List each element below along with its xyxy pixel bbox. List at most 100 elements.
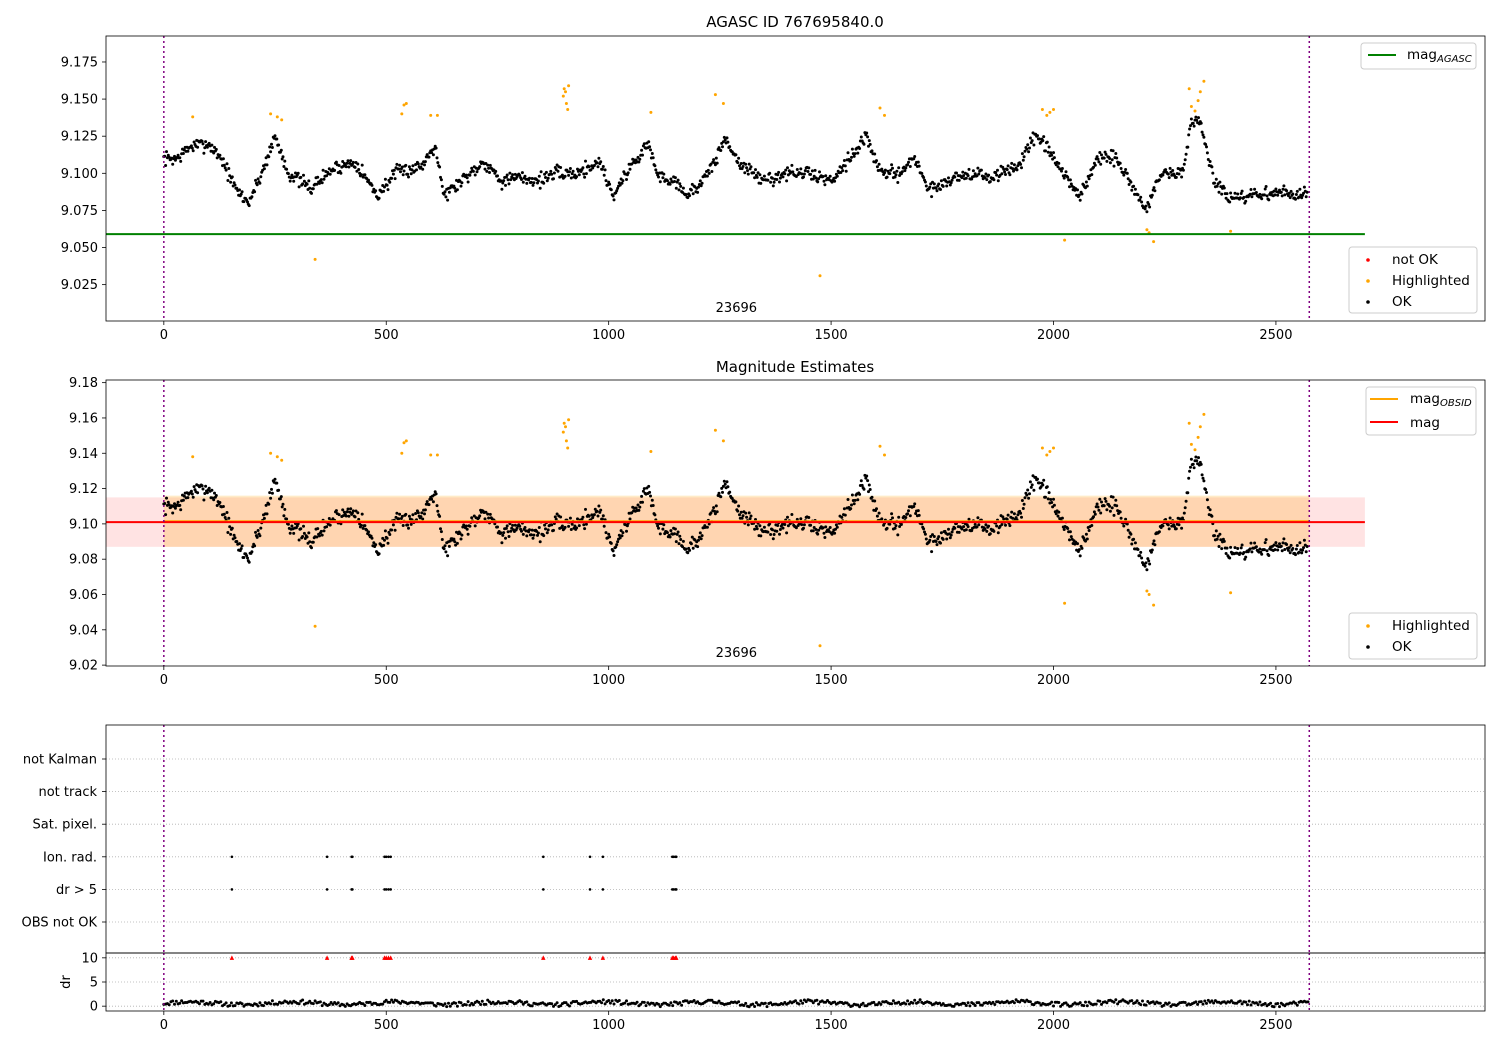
svg-text:magAGASC: magAGASC xyxy=(1407,47,1472,65)
plot1-ok-point-737 xyxy=(818,170,821,174)
plot2-ok-point-275 xyxy=(407,526,410,530)
plot1-ok-point-1273 xyxy=(1294,193,1298,196)
plot2-ok-point-570 xyxy=(669,529,673,533)
plot2-ok-point-1155 xyxy=(1189,457,1193,461)
plot1-ok-point-395 xyxy=(513,172,517,176)
dr-point-1636 xyxy=(890,1002,894,1006)
plot1-ok-point-861 xyxy=(928,185,932,189)
plot1-ok-point-857 xyxy=(924,184,928,188)
plot2-ok-point-829 xyxy=(899,523,903,526)
plot2-ok-point-1282 xyxy=(1302,538,1306,542)
plot1-ok-point-1167 xyxy=(1200,130,1204,134)
plot1-ok-point-59 xyxy=(214,147,218,151)
plot1-ok-point-665 xyxy=(754,168,757,172)
plot1-ok-point-168 xyxy=(311,187,315,191)
plot1-ok-point-148 xyxy=(294,171,297,175)
plot1-ok-point-402 xyxy=(520,178,523,181)
plot1-ok-point-1157 xyxy=(1191,121,1195,125)
dr-point-36 xyxy=(178,1001,182,1005)
plot1-ok-point-535 xyxy=(638,157,642,161)
plot2-ok-point-1174 xyxy=(1206,506,1210,509)
dr-point-644 xyxy=(448,1004,452,1008)
plot1-ok-point-743 xyxy=(823,183,827,187)
plot1-ok-point-1105 xyxy=(1145,210,1149,214)
plot2-ok-point-912 xyxy=(973,522,977,526)
plot1-ok-point-826 xyxy=(897,166,901,170)
plot2-ok-point-1166 xyxy=(1199,462,1203,466)
plot1-ok-point-897 xyxy=(960,176,964,180)
plot2-ok-point-1267 xyxy=(1289,543,1293,547)
plot2-ok-point-520 xyxy=(625,529,628,533)
plot1-ok-point-286 xyxy=(416,162,420,166)
dr-point-2248 xyxy=(1162,1003,1166,1007)
flag-point-3-9 xyxy=(588,855,592,859)
plot1-ok-point-215 xyxy=(353,165,357,169)
plot2-ok-point-537 xyxy=(640,494,644,498)
plot1-ok-point-615 xyxy=(709,162,713,166)
plot2-ok-point-579 xyxy=(677,542,681,546)
plot2-ok-point-777 xyxy=(853,498,857,502)
plot1-ok-point-108 xyxy=(258,181,262,185)
plot2-ok-point-1276 xyxy=(1297,550,1301,554)
plot2-ok-point-56 xyxy=(212,498,216,502)
plot2-ok-point-784 xyxy=(859,479,863,483)
plot1-ok-point-312 xyxy=(439,178,443,182)
plot2-ok-point-595 xyxy=(691,546,695,550)
plot1-ok-point-390 xyxy=(509,178,513,182)
plot2-ok-point-545 xyxy=(647,484,651,488)
plot1-ok-point-269 xyxy=(401,173,405,177)
flag-point-4-1 xyxy=(325,888,329,891)
plot1-ok-point-574 xyxy=(673,180,676,183)
plot1-ok-point-1146 xyxy=(1181,168,1185,172)
plot2-ok-point-802 xyxy=(875,514,879,518)
plot1-ok-point-1232 xyxy=(1258,192,1262,196)
plot1-ok-point-595 xyxy=(691,192,695,196)
plot2-ok-point-658 xyxy=(747,511,751,515)
plot1-ok-point-997 xyxy=(1049,151,1053,155)
plot1-ok-point-1088 xyxy=(1130,188,1134,192)
plot1-ok-point-689 xyxy=(775,178,779,181)
plot2-ok-point-836 xyxy=(906,512,910,516)
plot2-ok-point-956 xyxy=(1012,512,1016,516)
plot2-ok-point-774 xyxy=(850,493,854,497)
dr-point-452 xyxy=(363,1004,367,1007)
plot2-ok-point-294 xyxy=(423,508,427,512)
plot1-ok-point-1016 xyxy=(1066,175,1070,179)
plot2-ok-point-1192 xyxy=(1222,539,1226,543)
plot1-ok-point-953 xyxy=(1010,161,1014,165)
plot2-ok-point-311 xyxy=(439,527,442,531)
plot1-highlighted-point-24 xyxy=(1048,110,1052,114)
plot2-ok-point-327 xyxy=(453,540,457,544)
plot1-ok-point-891 xyxy=(955,171,958,175)
plot1-ytick-label-5: 9.150 xyxy=(61,93,98,108)
plot2-ok-point-964 xyxy=(1020,515,1023,519)
plot2-ok-point-108 xyxy=(258,534,262,538)
plot2-ok-point-346 xyxy=(470,516,474,520)
plot2-ok-point-1113 xyxy=(1152,539,1156,543)
plot2-ok-point-121 xyxy=(270,487,273,491)
plot1-ok-point-782 xyxy=(858,147,862,150)
dr-clipped-marker-0 xyxy=(229,955,235,960)
dr-point-500 xyxy=(384,998,388,1002)
plot2-ok-point-863 xyxy=(930,550,934,554)
dr-point-372 xyxy=(327,1003,331,1007)
plot1-ok-point-1212 xyxy=(1240,189,1244,193)
plot2-ok-point-330 xyxy=(455,541,459,545)
plot1-ok-point-653 xyxy=(743,171,747,175)
plot2-ok-point-755 xyxy=(834,527,837,531)
plot1-ok-point-849 xyxy=(917,164,921,168)
plot2-ok-point-138 xyxy=(285,517,289,521)
dr-point-1564 xyxy=(858,1005,862,1009)
dr-point-1492 xyxy=(826,999,829,1002)
plot2-ok-point-173 xyxy=(316,527,320,531)
plot1-ok-point-621 xyxy=(714,156,718,160)
plot1-ok-point-298 xyxy=(427,155,431,159)
plot1-ok-point-1216 xyxy=(1244,199,1248,203)
dr-point-1800 xyxy=(963,1002,966,1005)
plot1-ok-point-546 xyxy=(648,145,652,149)
flag-point-4-9 xyxy=(588,888,592,891)
plot1-ok-point-993 xyxy=(1045,140,1049,144)
plot1-ok-point-576 xyxy=(674,186,678,190)
plot1-ok-point-1258 xyxy=(1281,187,1285,191)
plot1-ok-point-949 xyxy=(1006,164,1010,168)
